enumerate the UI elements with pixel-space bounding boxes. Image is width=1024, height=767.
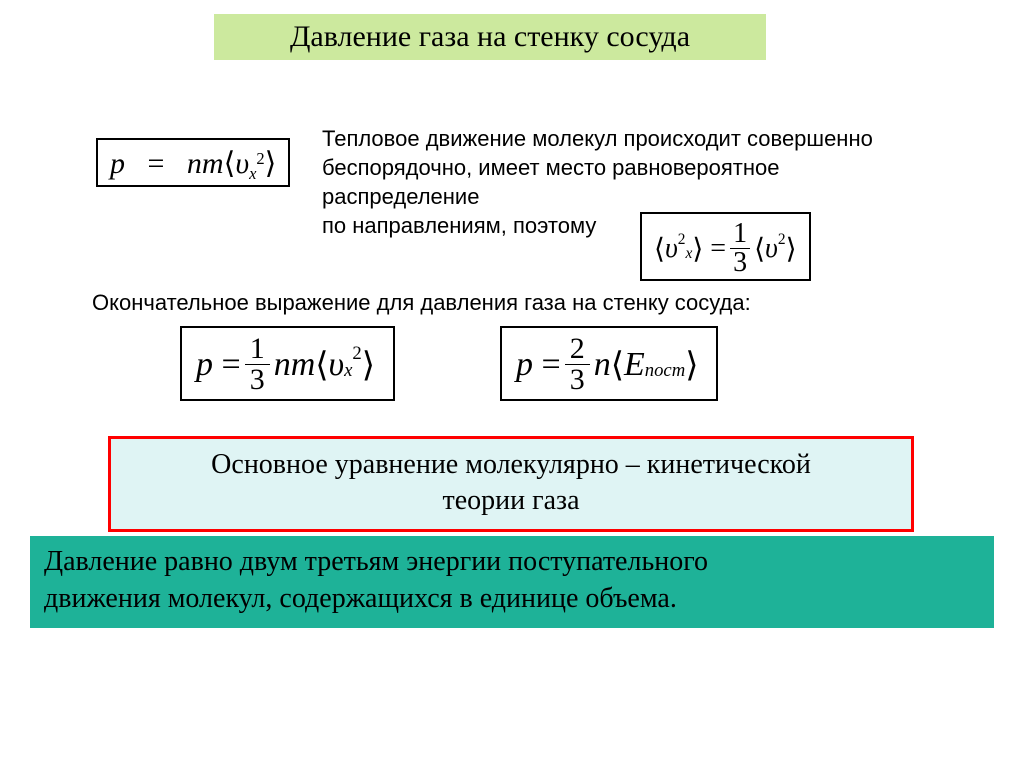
eq1-n: n bbox=[187, 147, 202, 180]
eq2-ups2: υ bbox=[765, 233, 778, 265]
eq1-m: m bbox=[202, 147, 224, 180]
title-text: Давление газа на стенку сосуда bbox=[290, 20, 690, 54]
paragraph-1: Тепловое движение молекул происходит сов… bbox=[322, 124, 942, 240]
eq1-2: 2 bbox=[256, 149, 264, 168]
eq4-frac: 2 3 bbox=[565, 334, 590, 395]
eq3-p: p bbox=[196, 346, 213, 384]
eq3-langle: ⟨ bbox=[315, 345, 328, 385]
paragraph-1-line-3: по направлениям, поэтому bbox=[322, 211, 942, 240]
eq4-E: E bbox=[624, 346, 645, 384]
eq1-rangle: ⟩ bbox=[265, 147, 277, 180]
eq3-frac: 1 3 bbox=[245, 334, 270, 395]
conclusion-line-1: Давление равно двум третьям энергии пост… bbox=[44, 544, 980, 581]
equation-2-box: ⟨υ2x⟩ = 1 3 ⟨υ2⟩ bbox=[640, 212, 811, 281]
conclusion-line-2: движения молекул, содержащихся в единице… bbox=[44, 581, 980, 618]
eq1-space2 bbox=[172, 147, 180, 180]
eq2-den: 3 bbox=[730, 249, 750, 277]
eq2-rangle2: ⟩ bbox=[786, 232, 797, 266]
eq3-2: 2 bbox=[352, 343, 361, 365]
eq3-rangle: ⟩ bbox=[362, 345, 375, 385]
equation-1-box: p = nm⟨υx2⟩ bbox=[96, 138, 290, 187]
eq1-ups: υ bbox=[235, 147, 249, 180]
eq4-langle: ⟨ bbox=[611, 345, 624, 385]
eq3-ups: υ bbox=[329, 346, 345, 384]
eq2-langle: ⟨ bbox=[654, 232, 665, 266]
eq3-eq: = bbox=[222, 346, 241, 384]
eq1-p: p bbox=[110, 147, 125, 180]
eq3-num: 1 bbox=[245, 334, 270, 365]
eq2-rangle: ⟩ bbox=[692, 232, 703, 266]
eq1-langle: ⟨ bbox=[224, 147, 236, 180]
eq3-m: m bbox=[291, 346, 316, 384]
mkt-line-2: теории газа bbox=[125, 483, 897, 519]
eq2-x: x bbox=[686, 245, 693, 263]
eq4-den: 3 bbox=[565, 365, 590, 395]
eq2-sup2: 2 bbox=[778, 231, 786, 249]
eq4-post: пост bbox=[645, 360, 685, 382]
conclusion-box: Давление равно двум третьям энергии пост… bbox=[30, 536, 994, 628]
mkt-heading-box: Основное уравнение молекулярно – кинетич… bbox=[108, 436, 914, 532]
eq2-sp bbox=[703, 233, 710, 265]
eq4-sp bbox=[533, 346, 542, 384]
eq2-sup: 2 bbox=[678, 231, 686, 249]
equation-3-box: p = 1 3 nm⟨υx2⟩ bbox=[180, 326, 395, 401]
paragraph-1-line-2: беспорядочно, имеет место равновероятное… bbox=[322, 153, 942, 211]
eq3-n: n bbox=[274, 346, 291, 384]
eq2-num: 1 bbox=[730, 220, 750, 249]
eq4-eq: = bbox=[542, 346, 561, 384]
eq3-sp bbox=[213, 346, 222, 384]
eq2-frac: 1 3 bbox=[730, 220, 750, 277]
sentence-2: Окончательное выражение для давления газ… bbox=[92, 290, 751, 316]
paragraph-1-line-1: Тепловое движение молекул происходит сов… bbox=[322, 124, 942, 153]
eq3-x: x bbox=[344, 360, 352, 382]
eq4-rangle: ⟩ bbox=[685, 345, 698, 385]
eq4-p: p bbox=[516, 346, 533, 384]
equation-4-box: p = 2 3 n⟨Eпост⟩ bbox=[500, 326, 718, 401]
eq2-ups: υ bbox=[665, 233, 678, 265]
title-box: Давление газа на стенку сосуда bbox=[214, 14, 766, 60]
eq2-langle2: ⟨ bbox=[754, 232, 765, 266]
eq1-space bbox=[133, 147, 141, 180]
eq1-eq: = bbox=[148, 147, 165, 180]
eq3-den: 3 bbox=[245, 365, 270, 395]
eq2-eq: = bbox=[710, 233, 726, 265]
eq4-n: n bbox=[594, 346, 611, 384]
mkt-line-1: Основное уравнение молекулярно – кинетич… bbox=[125, 447, 897, 483]
eq4-num: 2 bbox=[565, 334, 590, 365]
